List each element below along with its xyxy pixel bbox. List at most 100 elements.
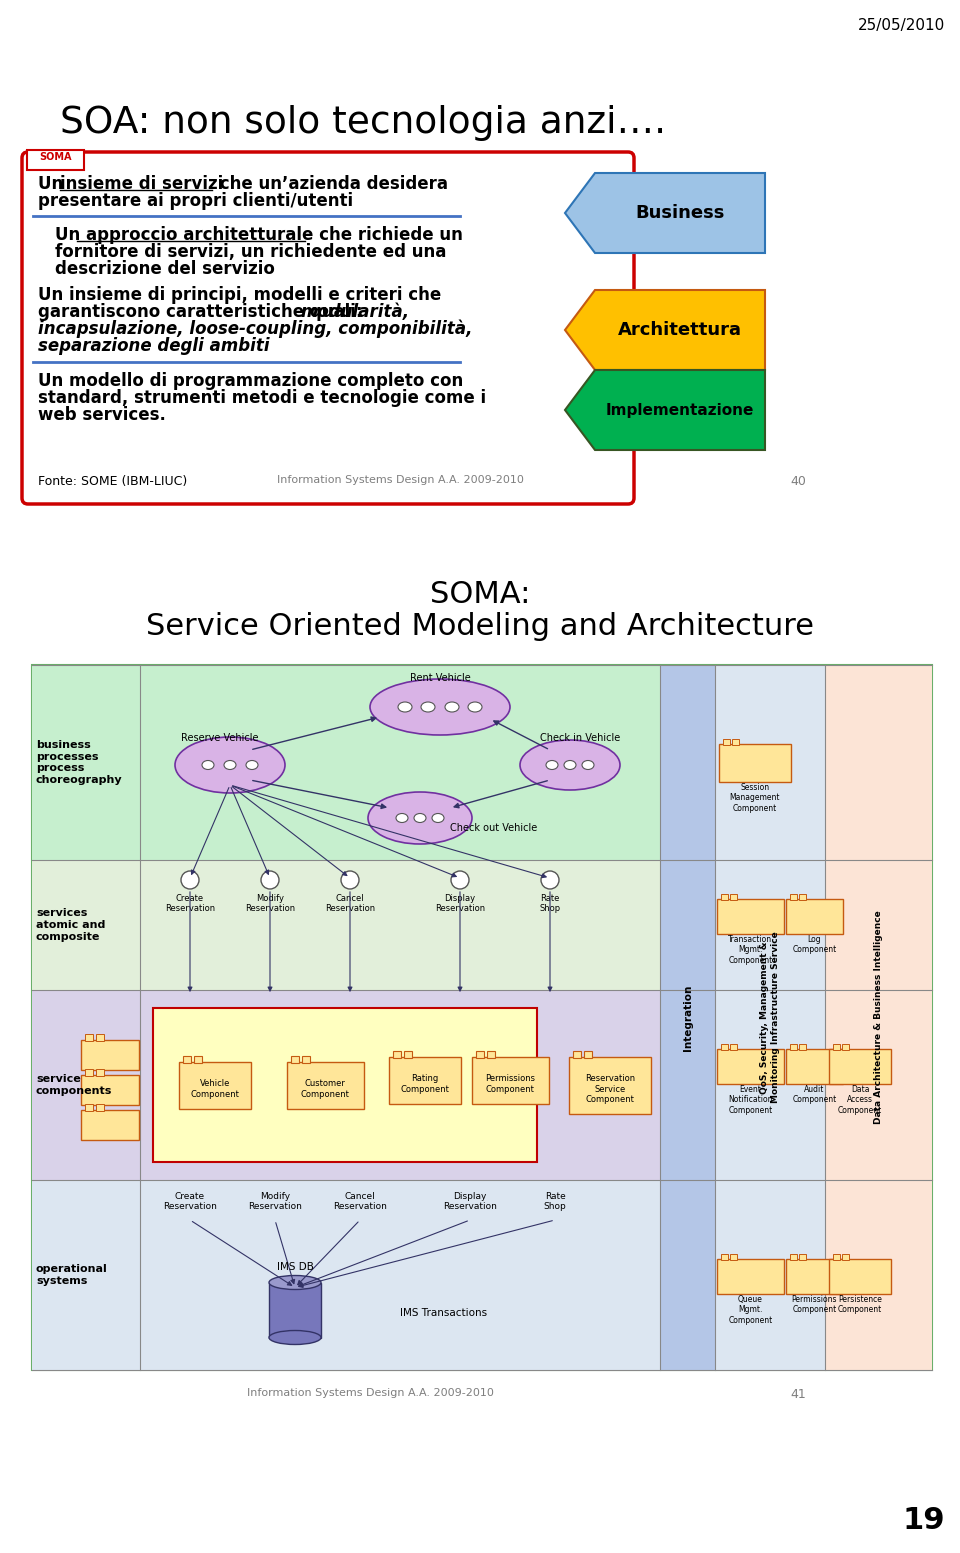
Text: 41: 41 (790, 1388, 805, 1401)
FancyBboxPatch shape (32, 665, 932, 1370)
Text: Audit
Component: Audit Component (792, 1086, 836, 1104)
Text: services
atomic and
composite: services atomic and composite (36, 909, 106, 941)
Text: Rent Vehicle: Rent Vehicle (410, 672, 470, 683)
FancyBboxPatch shape (27, 151, 84, 169)
Circle shape (261, 871, 279, 888)
FancyBboxPatch shape (96, 1034, 104, 1041)
Ellipse shape (520, 739, 620, 790)
Text: business
processes
process
choreography: business processes process choreography (36, 741, 123, 784)
FancyBboxPatch shape (730, 1253, 737, 1259)
Text: descrizione del servizio: descrizione del servizio (55, 259, 275, 278)
FancyBboxPatch shape (179, 1062, 251, 1109)
Text: Integration: Integration (683, 985, 692, 1051)
Ellipse shape (432, 814, 444, 823)
Text: Create
Reservation: Create Reservation (165, 895, 215, 913)
Text: Reserve Vehicle: Reserve Vehicle (181, 733, 259, 742)
FancyBboxPatch shape (389, 1056, 461, 1104)
Text: Rate
Shop: Rate Shop (543, 1193, 566, 1211)
Ellipse shape (468, 702, 482, 711)
Text: Information Systems Design A.A. 2009-2010: Information Systems Design A.A. 2009-201… (276, 475, 523, 485)
Text: Data
Access
Component: Data Access Component (838, 1086, 882, 1115)
Text: modularità,: modularità, (300, 303, 409, 321)
FancyBboxPatch shape (829, 1259, 891, 1294)
FancyBboxPatch shape (723, 739, 730, 745)
Text: Display
Reservation: Display Reservation (435, 895, 485, 913)
FancyBboxPatch shape (85, 1034, 93, 1041)
FancyBboxPatch shape (269, 1283, 321, 1337)
FancyBboxPatch shape (153, 1008, 537, 1162)
FancyBboxPatch shape (799, 1044, 806, 1050)
Polygon shape (565, 290, 765, 370)
FancyBboxPatch shape (732, 739, 739, 745)
Ellipse shape (398, 702, 412, 711)
FancyBboxPatch shape (85, 1068, 93, 1076)
FancyBboxPatch shape (85, 1104, 93, 1110)
Polygon shape (565, 370, 765, 450)
Text: Session
Management
Component: Session Management Component (730, 783, 780, 812)
Text: Check out Vehicle: Check out Vehicle (450, 823, 538, 832)
FancyBboxPatch shape (786, 899, 843, 933)
Text: Data Architecture & Business Intelligence: Data Architecture & Business Intelligenc… (874, 910, 883, 1124)
Text: Event
Notification
Component: Event Notification Component (729, 1086, 773, 1115)
FancyBboxPatch shape (81, 1110, 139, 1140)
FancyBboxPatch shape (715, 665, 825, 1370)
Ellipse shape (421, 702, 435, 711)
Text: Rate
Shop: Rate Shop (540, 895, 561, 913)
Ellipse shape (396, 814, 408, 823)
FancyBboxPatch shape (96, 1104, 104, 1110)
Text: SOMA:: SOMA: (430, 579, 530, 609)
FancyBboxPatch shape (717, 1048, 784, 1084)
Text: Transaction
Mgmt.
Component: Transaction Mgmt. Component (729, 935, 773, 964)
FancyBboxPatch shape (291, 1056, 299, 1062)
Ellipse shape (224, 761, 236, 769)
Ellipse shape (202, 761, 214, 769)
Text: che un’azienda desidera: che un’azienda desidera (214, 175, 448, 193)
Text: Un insieme di principi, modelli e criteri che: Un insieme di principi, modelli e criter… (38, 286, 442, 304)
Text: web services.: web services. (38, 405, 166, 424)
FancyBboxPatch shape (842, 1253, 849, 1259)
Text: Fonte: SOME (IBM-LIUC): Fonte: SOME (IBM-LIUC) (38, 475, 187, 488)
FancyBboxPatch shape (301, 1056, 309, 1062)
FancyBboxPatch shape (730, 895, 737, 901)
FancyBboxPatch shape (721, 1044, 728, 1050)
Text: standard, strumenti metodi e tecnologie come i: standard, strumenti metodi e tecnologie … (38, 388, 486, 407)
FancyBboxPatch shape (721, 1253, 728, 1259)
FancyBboxPatch shape (573, 1050, 581, 1058)
Ellipse shape (445, 702, 459, 711)
Text: QoS, Security, Management &
Monitoring Infrastructure Service: QoS, Security, Management & Monitoring I… (760, 932, 780, 1103)
FancyBboxPatch shape (786, 1048, 843, 1084)
Polygon shape (565, 172, 765, 253)
FancyBboxPatch shape (96, 1068, 104, 1076)
Text: IMS Transactions: IMS Transactions (400, 1308, 487, 1318)
Text: Create
Reservation: Create Reservation (163, 1193, 217, 1211)
Text: Customer
Component: Customer Component (300, 1079, 349, 1098)
Text: Vehicle
Component: Vehicle Component (191, 1079, 239, 1098)
Text: SOA: non solo tecnologia anzi….: SOA: non solo tecnologia anzi…. (60, 106, 666, 141)
Ellipse shape (269, 1331, 321, 1345)
FancyBboxPatch shape (183, 1056, 191, 1062)
Circle shape (341, 871, 359, 888)
Text: Un modello di programmazione completo con: Un modello di programmazione completo co… (38, 373, 464, 390)
FancyBboxPatch shape (22, 152, 634, 505)
FancyBboxPatch shape (829, 1048, 891, 1084)
Text: Service Oriented Modeling and Architecture: Service Oriented Modeling and Architectu… (146, 612, 814, 641)
Text: Cancel
Reservation: Cancel Reservation (333, 1193, 387, 1211)
Text: Persistence
Component: Persistence Component (838, 1295, 882, 1314)
FancyBboxPatch shape (286, 1062, 364, 1109)
Text: SOMA: SOMA (38, 152, 71, 162)
Circle shape (181, 871, 199, 888)
Text: Check in Vehicle: Check in Vehicle (540, 733, 620, 742)
FancyBboxPatch shape (393, 1050, 401, 1058)
Text: Log
Component: Log Component (792, 935, 836, 955)
FancyBboxPatch shape (719, 744, 791, 783)
FancyBboxPatch shape (32, 1180, 660, 1370)
Ellipse shape (368, 792, 472, 843)
FancyBboxPatch shape (717, 899, 784, 933)
Text: Display
Reservation: Display Reservation (444, 1193, 497, 1211)
FancyBboxPatch shape (790, 1253, 797, 1259)
FancyBboxPatch shape (194, 1056, 202, 1062)
FancyBboxPatch shape (799, 895, 806, 901)
FancyBboxPatch shape (81, 1075, 139, 1106)
Ellipse shape (269, 1275, 321, 1289)
Text: Business: Business (636, 203, 725, 222)
